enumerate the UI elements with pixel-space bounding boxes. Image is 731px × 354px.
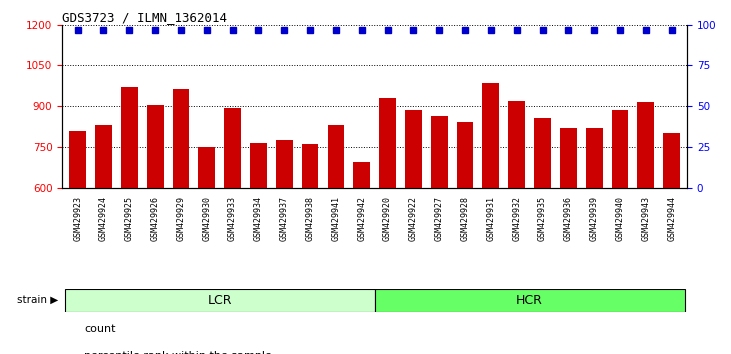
Text: GSM429944: GSM429944 [667, 196, 676, 241]
Text: GSM429937: GSM429937 [280, 196, 289, 241]
Bar [95, 125, 112, 188]
Bar [147, 105, 164, 188]
Text: LCR: LCR [208, 293, 232, 307]
Text: GSM429942: GSM429942 [357, 196, 366, 241]
Text: GSM429927: GSM429927 [435, 196, 444, 241]
Text: GSM429941: GSM429941 [331, 196, 341, 241]
Bar [121, 87, 137, 188]
Bar [224, 108, 241, 188]
Bar [379, 98, 396, 188]
Bar [534, 118, 551, 188]
Text: GSM429934: GSM429934 [254, 196, 263, 241]
Text: GSM429930: GSM429930 [202, 196, 211, 241]
Bar [663, 133, 680, 188]
Bar [508, 101, 525, 188]
Bar [405, 110, 422, 188]
Bar [250, 143, 267, 188]
Bar [198, 147, 215, 188]
Bar [586, 128, 602, 188]
Text: GSM429928: GSM429928 [461, 196, 469, 241]
Text: GSM429926: GSM429926 [151, 196, 159, 241]
Text: GSM429923: GSM429923 [73, 196, 82, 241]
Text: GSM429936: GSM429936 [564, 196, 573, 241]
Bar [431, 116, 447, 188]
Bar [69, 131, 86, 188]
Text: GSM429943: GSM429943 [641, 196, 651, 241]
Bar [457, 122, 474, 188]
Text: GSM429929: GSM429929 [176, 196, 186, 241]
Bar [173, 88, 189, 188]
Text: GSM429940: GSM429940 [616, 196, 624, 241]
Text: percentile rank within the sample: percentile rank within the sample [84, 351, 272, 354]
Text: HCR: HCR [516, 293, 543, 307]
Text: GSM429925: GSM429925 [125, 196, 134, 241]
Text: count: count [84, 324, 115, 334]
Text: GSM429924: GSM429924 [99, 196, 108, 241]
Text: GSM429939: GSM429939 [590, 196, 599, 241]
Text: GSM429920: GSM429920 [383, 196, 392, 241]
Bar [302, 144, 319, 188]
Bar [276, 140, 292, 188]
Text: GSM429935: GSM429935 [538, 196, 547, 241]
Text: GSM429938: GSM429938 [306, 196, 314, 241]
Text: strain ▶: strain ▶ [18, 295, 58, 305]
Bar [65, 289, 374, 312]
Text: GSM429931: GSM429931 [486, 196, 496, 241]
Text: GSM429933: GSM429933 [228, 196, 237, 241]
Bar [482, 83, 499, 188]
Bar [612, 110, 629, 188]
Text: GDS3723 / ILMN_1362014: GDS3723 / ILMN_1362014 [62, 11, 227, 24]
Bar [327, 125, 344, 188]
Bar [637, 102, 654, 188]
Text: GSM429932: GSM429932 [512, 196, 521, 241]
Text: GSM429922: GSM429922 [409, 196, 418, 241]
Bar [353, 162, 370, 188]
Bar [374, 289, 684, 312]
Bar [560, 128, 577, 188]
